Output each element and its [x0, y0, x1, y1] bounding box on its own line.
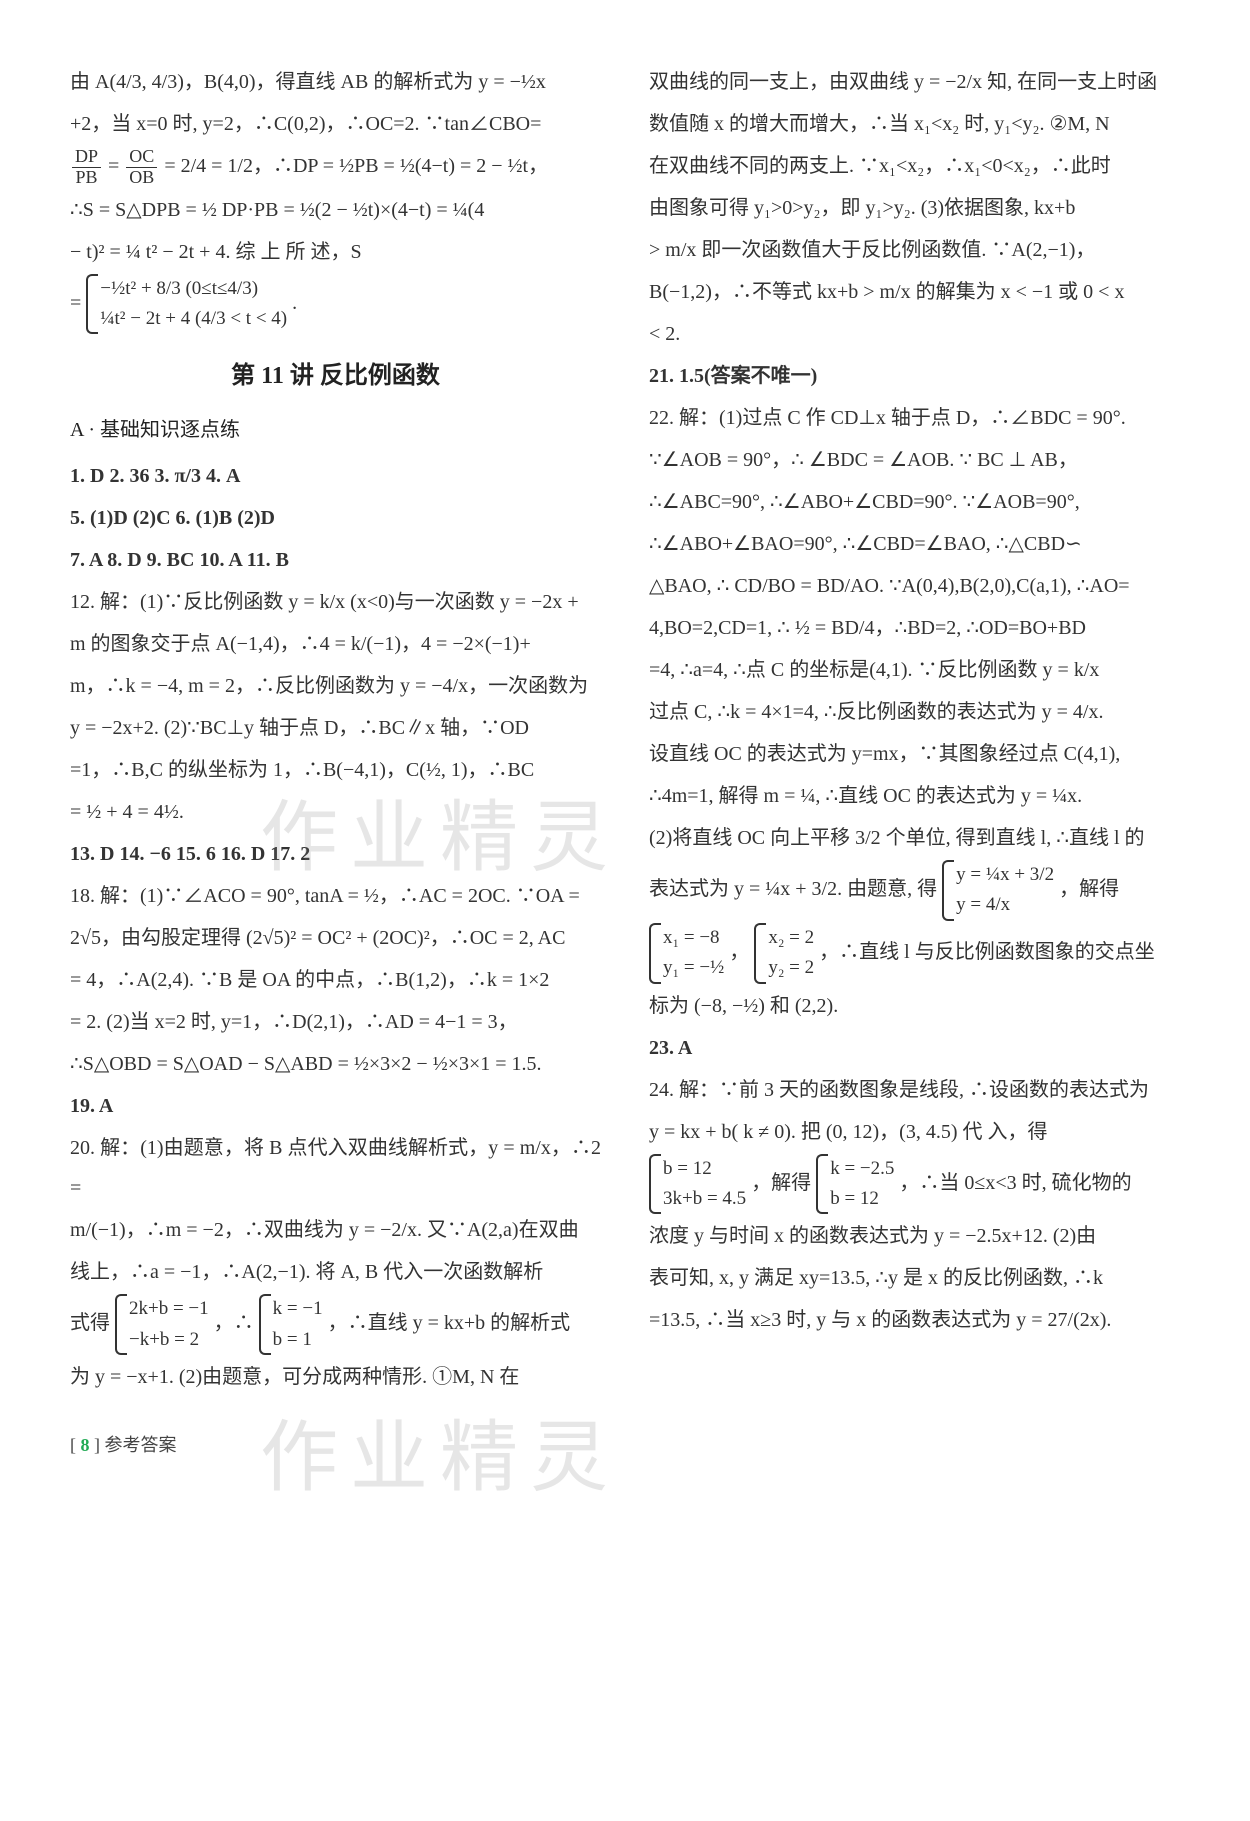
text-line: 双曲线的同一支上，由双曲线 y = −2/x 知, 在同一支上时函 — [649, 62, 1180, 102]
text-line: 24. 解：∵前 3 天的函数图象是线段, ∴设函数的表达式为 — [649, 1070, 1180, 1110]
text-line: 表达式为 y = ¼x + 3/2. 由题意, 得 y = ¼x + 3/2 y… — [649, 860, 1180, 921]
footer-label: 参考答案 — [105, 1435, 177, 1455]
text-line: b = 12 3k+b = 4.5 ，解得 k = −2.5 b = 12 ，∴… — [649, 1154, 1180, 1215]
text-line: ∴S = S△DPB = ½ DP·PB = ½(2 − ½t)×(4−t) =… — [70, 190, 601, 230]
text-line: ∴S△OBD = S△OAD − S△ABD = ½×3×2 − ½×3×1 =… — [70, 1044, 601, 1084]
brace-row: x₁ = −8 — [663, 923, 724, 953]
text: ，∴直线 y = kx+b 的解析式 — [328, 1312, 571, 1334]
brace-row: 3k+b = 4.5 — [663, 1184, 746, 1214]
text-line: +2，当 x=0 时, y=2，∴C(0,2)，∴OC=2. ∵tan∠CBO= — [70, 104, 601, 144]
brace-system: 2k+b = −1 −k+b = 2 — [115, 1294, 209, 1355]
text-line: 式得 2k+b = −1 −k+b = 2 ，∴ k = −1 b = 1 ，∴… — [70, 1294, 601, 1355]
answer-line: 19. A — [70, 1086, 601, 1126]
left-column: 由 A(4/3, 4/3)，B(4,0)，得直线 AB 的解析式为 y = −½… — [70, 60, 601, 1399]
text-line: 为 y = −x+1. (2)由题意，可分成两种情形. ①M, N 在 — [70, 1357, 601, 1397]
text-line: ∴∠ABO+∠BAO=90°, ∴∠CBD=∠BAO, ∴△CBD∽ — [649, 524, 1180, 564]
brace-row: y = ¼x + 3/2 — [956, 860, 1054, 890]
text-line: ∴4m=1, 解得 m = ¼, ∴直线 OC 的表达式为 y = ¼x. — [649, 776, 1180, 816]
text: 式得 — [70, 1312, 110, 1334]
section-title: 第 11 讲 反比例函数 — [70, 352, 601, 400]
text-line: 22. 解：(1)过点 C 作 CD⊥x 轴于点 D，∴∠BDC = 90°. — [649, 398, 1180, 438]
brace-system: k = −1 b = 1 — [259, 1294, 323, 1355]
text-line: m/(−1)，∴m = −2，∴双曲线为 y = −2/x. 又∵A(2,a)在… — [70, 1210, 601, 1250]
answer-line: 13. D 14. −6 15. 6 16. D 17. 2 — [70, 834, 601, 874]
brace-row: k = −1 — [273, 1294, 323, 1324]
text-line: = 2. (2)当 x=2 时, y=1，∴D(2,1)，∴AD = 4−1 =… — [70, 1002, 601, 1042]
answer-line: 5. (1)D (2)C 6. (1)B (2)D — [70, 498, 601, 538]
text-line: 标为 (−8, −½) 和 (2,2). — [649, 986, 1180, 1026]
text: ，解得 — [751, 1172, 811, 1194]
brace-row: b = 12 — [663, 1154, 746, 1184]
answer-line: 1. D 2. 36 3. π/3 4. A — [70, 456, 601, 496]
text-line: 浓度 y 与时间 x 的函数表达式为 y = −2.5x+12. (2)由 — [649, 1216, 1180, 1256]
brace-system: x₂ = 2 y₂ = 2 — [754, 923, 814, 984]
text-line: 由图象可得 y₁>0>y₂，即 y₁>y₂. (3)依据图象, kx+b — [649, 188, 1180, 228]
answer-line: 21. 1.5(答案不唯一) — [649, 356, 1180, 396]
text-line: DPPB = OCOB = 2/4 = 1/2，∴DP = ½PB = ½(4−… — [70, 146, 601, 188]
brace-row: y₁ = −½ — [663, 953, 724, 983]
brace-row: x₂ = 2 — [768, 923, 814, 953]
text-line: B(−1,2)，∴不等式 kx+b > m/x 的解集为 x < −1 或 0 … — [649, 272, 1180, 312]
piecewise-brace: −½t² + 8/3 (0≤t≤4/3) ¼t² − 2t + 4 (4/3 <… — [86, 274, 287, 335]
brace-system: x₁ = −8 y₁ = −½ — [649, 923, 724, 984]
text-line: = ½ + 4 = 4½. — [70, 792, 601, 832]
text-line: − t)² = ¼ t² − 2t + 4. 综 上 所 述，S — [70, 232, 601, 272]
text: ，∴ — [214, 1312, 254, 1334]
brace-system: k = −2.5 b = 12 — [816, 1154, 894, 1215]
text-line: x₁ = −8 y₁ = −½ ， x₂ = 2 y₂ = 2 ，∴直线 l 与… — [649, 923, 1180, 984]
text: 表达式为 y = ¼x + 3/2. 由题意, 得 — [649, 878, 937, 900]
text-line: y = −2x+2. (2)∵BC⊥y 轴于点 D，∴BC∥x 轴，∵OD — [70, 708, 601, 748]
text-line: 2√5，由勾股定理得 (2√5)² = OC² + (2OC)²，∴OC = 2… — [70, 918, 601, 958]
brace-row: y₂ = 2 — [768, 953, 814, 983]
text-line: 数值随 x 的增大而增大，∴当 x₁<x₂ 时, y₁<y₂. ②M, N — [649, 104, 1180, 144]
text-line: =4, ∴a=4, ∴点 C 的坐标是(4,1). ∵反比例函数 y = k/x — [649, 650, 1180, 690]
text-line: 在双曲线不同的两支上. ∵x₁<x₂，∴x₁<0<x₂，∴此时 — [649, 146, 1180, 186]
page-number: 8 — [81, 1435, 90, 1455]
brace-row: b = 1 — [273, 1325, 323, 1355]
text-line: 12. 解：(1)∵反比例函数 y = k/x (x<0)与一次函数 y = −… — [70, 582, 601, 622]
content-columns: 由 A(4/3, 4/3)，B(4,0)，得直线 AB 的解析式为 y = −½… — [70, 60, 1180, 1399]
text-line: 由 A(4/3, 4/3)，B(4,0)，得直线 AB 的解析式为 y = −½… — [70, 62, 601, 102]
text-line: 过点 C, ∴k = 4×1=4, ∴反比例函数的表达式为 y = 4/x. — [649, 692, 1180, 732]
text-line: y = kx + b( k ≠ 0). 把 (0, 12)，(3, 4.5) 代… — [649, 1112, 1180, 1152]
text-line: m 的图象交于点 A(−1,4)，∴4 = k/(−1)，4 = −2×(−1)… — [70, 624, 601, 664]
text-line: = −½t² + 8/3 (0≤t≤4/3) ¼t² − 2t + 4 (4/3… — [70, 274, 601, 335]
text-line: 4,BO=2,CD=1, ∴ ½ = BD/4，∴BD=2, ∴OD=BO+BD — [649, 608, 1180, 648]
text-line: = 4，∴A(2,4). ∵B 是 OA 的中点，∴B(1,2)，∴k = 1×… — [70, 960, 601, 1000]
brace-row: −k+b = 2 — [129, 1325, 209, 1355]
brace-row: ¼t² − 2t + 4 (4/3 < t < 4) — [100, 304, 287, 334]
text-line: 线上，∴a = −1，∴A(2,−1). 将 A, B 代入一次函数解析 — [70, 1252, 601, 1292]
right-column: 双曲线的同一支上，由双曲线 y = −2/x 知, 在同一支上时函 数值随 x … — [649, 60, 1180, 1399]
text-line: 20. 解：(1)由题意，将 B 点代入双曲线解析式，y = m/x，∴2 = — [70, 1128, 601, 1208]
answer-line: 23. A — [649, 1028, 1180, 1068]
fraction: OCOB — [126, 147, 157, 188]
text-line: =1，∴B,C 的纵坐标为 1，∴B(−4,1)，C(½, 1)，∴BC — [70, 750, 601, 790]
brace-system: b = 12 3k+b = 4.5 — [649, 1154, 746, 1215]
brace-row: −½t² + 8/3 (0≤t≤4/3) — [100, 274, 287, 304]
brace-row: k = −2.5 — [830, 1154, 894, 1184]
brace-system: y = ¼x + 3/2 y = 4/x — [942, 860, 1054, 921]
text: = 2/4 = 1/2，∴DP = ½PB = ½(4−t) = 2 − ½t， — [164, 155, 548, 177]
brace-row: 2k+b = −1 — [129, 1294, 209, 1324]
text: ，∴当 0≤x<3 时, 硫化物的 — [899, 1172, 1131, 1194]
text-line: (2)将直线 OC 向上平移 3/2 个单位, 得到直线 l, ∴直线 l 的 — [649, 818, 1180, 858]
text-line: =13.5, ∴当 x≥3 时, y 与 x 的函数表达式为 y = 27/(2… — [649, 1300, 1180, 1340]
brace-row: y = 4/x — [956, 890, 1054, 920]
text: ，解得 — [1059, 878, 1119, 900]
text-line: > m/x 即一次函数值大于反比例函数值. ∵A(2,−1)， — [649, 230, 1180, 270]
text-line: < 2. — [649, 314, 1180, 354]
text-line: ∵∠AOB = 90°，∴ ∠BDC = ∠AOB. ∵ BC ⊥ AB， — [649, 440, 1180, 480]
sub-section-title: A · 基础知识逐点练 — [70, 410, 601, 450]
text-line: △BAO, ∴ CD/BO = BD/AO. ∵A(0,4),B(2,0),C(… — [649, 566, 1180, 606]
page-footer: [ 8 ] 参考答案 — [70, 1427, 1180, 1463]
brace-row: b = 12 — [830, 1184, 894, 1214]
text-line: 18. 解：(1)∵∠ACO = 90°, tanA = ½，∴AC = 2OC… — [70, 876, 601, 916]
text-line: ∴∠ABC=90°, ∴∠ABO+∠CBD=90°. ∵∠AOB=90°, — [649, 482, 1180, 522]
text-line: 表可知, x, y 满足 xy=13.5, ∴y 是 x 的反比例函数, ∴k — [649, 1258, 1180, 1298]
text-line: 设直线 OC 的表达式为 y=mx，∵其图象经过点 C(4,1), — [649, 734, 1180, 774]
text: ，∴直线 l 与反比例函数图象的交点坐 — [819, 941, 1155, 963]
answer-line: 7. A 8. D 9. BC 10. A 11. B — [70, 540, 601, 580]
text-line: m，∴k = −4, m = 2，∴反比例函数为 y = −4/x，一次函数为 — [70, 666, 601, 706]
fraction: DPPB — [72, 147, 101, 188]
